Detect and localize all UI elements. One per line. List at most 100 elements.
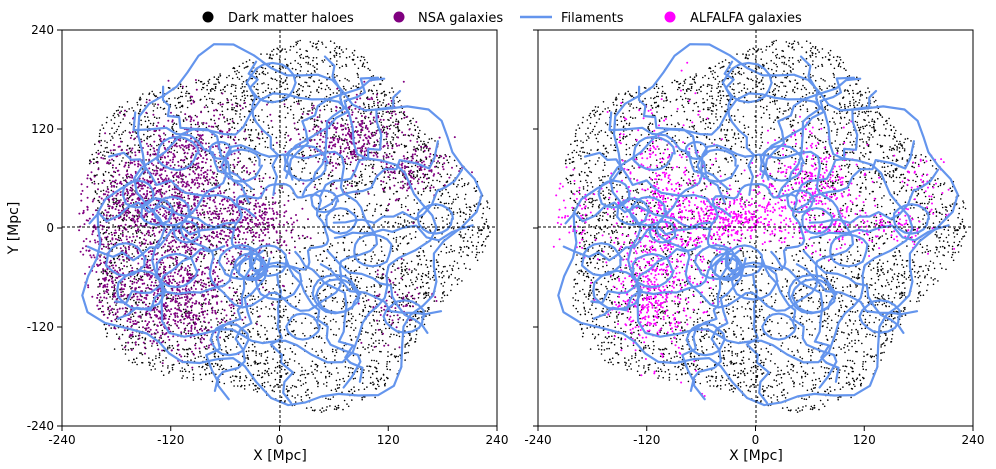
halo-point xyxy=(108,201,110,203)
galaxy-point xyxy=(196,186,199,189)
halo-point xyxy=(349,334,352,337)
halo-point xyxy=(118,125,120,128)
halo-point xyxy=(292,45,295,48)
halo-point xyxy=(251,139,254,142)
halo-point xyxy=(414,128,417,131)
halo-point xyxy=(324,288,327,291)
halo-point xyxy=(199,352,201,354)
halo-point xyxy=(438,276,441,278)
halo-point xyxy=(257,333,259,335)
halo-point xyxy=(121,160,123,162)
halo-point xyxy=(100,139,102,142)
halo-point xyxy=(422,222,425,225)
halo-point xyxy=(397,360,399,363)
halo-point xyxy=(178,307,180,309)
halo-point xyxy=(352,59,354,61)
halo-point xyxy=(398,335,401,338)
halo-point xyxy=(305,407,308,409)
halo-point xyxy=(293,318,295,321)
halo-point xyxy=(258,73,261,75)
halo-point xyxy=(354,63,356,66)
halo-point xyxy=(295,90,298,93)
halo-point xyxy=(195,81,197,84)
halo-point xyxy=(300,384,303,387)
halo-point xyxy=(379,328,382,331)
halo-point xyxy=(482,207,485,210)
halo-point xyxy=(417,192,420,195)
halo-point xyxy=(405,145,407,147)
halo-point xyxy=(364,304,366,307)
halo-point xyxy=(182,308,185,311)
halo-point xyxy=(330,389,333,392)
halo-point xyxy=(397,216,399,218)
halo-point xyxy=(353,155,356,157)
halo-point xyxy=(392,91,395,93)
halo-point xyxy=(313,409,316,412)
halo-point xyxy=(423,297,425,300)
halo-point xyxy=(411,165,413,168)
halo-point xyxy=(316,172,319,174)
halo-point xyxy=(239,153,241,155)
halo-point xyxy=(458,233,461,236)
halo-point xyxy=(425,227,427,230)
halo-point xyxy=(343,96,346,98)
halo-point xyxy=(362,346,364,349)
halo-point xyxy=(336,52,338,55)
halo-point xyxy=(246,94,249,97)
halo-point xyxy=(414,314,417,316)
halo-point xyxy=(220,321,223,323)
halo-point xyxy=(203,188,205,190)
halo-point xyxy=(445,188,447,191)
halo-point xyxy=(123,298,125,300)
halo-point xyxy=(467,228,470,231)
halo-point xyxy=(243,137,245,140)
halo-point xyxy=(427,271,430,273)
halo-point xyxy=(284,368,286,371)
halo-point xyxy=(313,327,316,330)
halo-point xyxy=(417,264,419,266)
halo-point xyxy=(402,134,405,136)
halo-point xyxy=(195,169,197,171)
galaxy-point xyxy=(200,288,203,291)
halo-point xyxy=(336,384,339,386)
halo-point xyxy=(261,382,264,385)
halo-point xyxy=(211,87,213,90)
halo-point xyxy=(299,380,302,382)
halo-point xyxy=(184,117,187,119)
halo-point xyxy=(456,212,459,214)
halo-point xyxy=(385,138,388,140)
halo-point xyxy=(318,178,320,181)
halo-point xyxy=(173,264,175,266)
halo-point xyxy=(153,94,156,97)
halo-point xyxy=(235,299,238,302)
galaxy-point xyxy=(205,283,207,286)
halo-point xyxy=(348,182,351,184)
halo-point xyxy=(300,117,302,119)
halo-point xyxy=(369,376,372,379)
galaxy-point xyxy=(180,159,183,161)
halo-point xyxy=(93,180,96,183)
halo-point xyxy=(377,362,380,365)
halo-point xyxy=(243,99,246,102)
halo-point xyxy=(317,381,320,384)
halo-point xyxy=(369,69,371,71)
halo-point xyxy=(234,375,237,378)
halo-point xyxy=(201,325,203,327)
halo-point xyxy=(363,103,365,106)
halo-point xyxy=(259,279,261,282)
halo-point xyxy=(380,377,383,380)
halo-point xyxy=(412,315,415,318)
halo-point xyxy=(147,116,149,118)
halo-point xyxy=(326,406,328,408)
halo-point xyxy=(267,146,269,149)
halo-point xyxy=(131,361,134,364)
halo-point xyxy=(286,372,289,374)
halo-point xyxy=(208,216,210,219)
halo-point xyxy=(322,242,325,244)
halo-point xyxy=(413,212,416,215)
halo-point xyxy=(303,247,306,249)
halo-point xyxy=(298,88,301,90)
halo-point xyxy=(357,182,359,185)
galaxy-point xyxy=(165,231,168,234)
halo-point xyxy=(201,212,204,214)
